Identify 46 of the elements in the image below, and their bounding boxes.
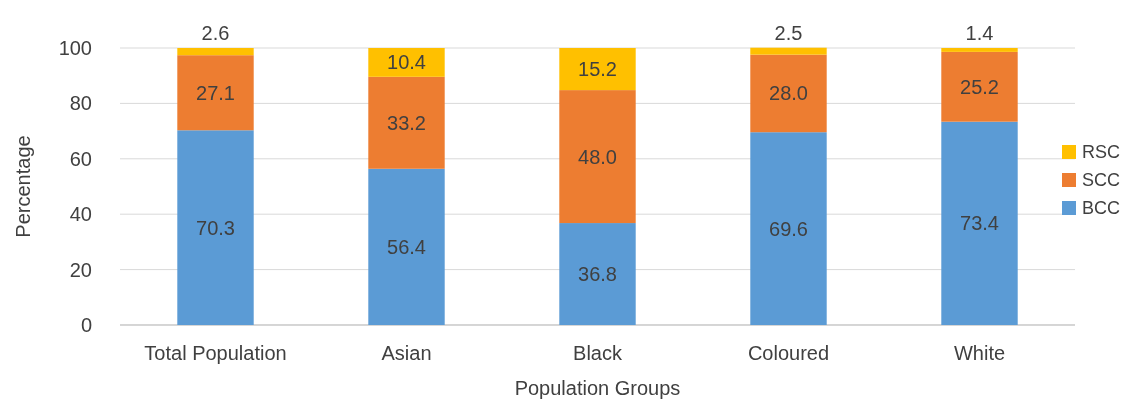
bar bbox=[177, 55, 254, 131]
data-label: 70.3 bbox=[196, 216, 235, 239]
data-label: 48.0 bbox=[578, 145, 617, 168]
data-label: 28.0 bbox=[769, 82, 808, 105]
data-label: 69.6 bbox=[769, 217, 808, 240]
x-axis-title: Population Groups bbox=[514, 377, 681, 399]
y-tick-label: 60 bbox=[69, 147, 92, 170]
bar bbox=[368, 168, 445, 325]
bar bbox=[750, 132, 827, 325]
data-label: 1.4 bbox=[965, 22, 994, 44]
data-label: 10.4 bbox=[387, 51, 426, 74]
data-label: 73.4 bbox=[960, 212, 999, 235]
x-tick-label: Black bbox=[573, 342, 623, 364]
bar bbox=[750, 47, 827, 55]
x-tick-label: Coloured bbox=[747, 342, 830, 364]
bar bbox=[177, 130, 254, 325]
bar bbox=[177, 48, 254, 56]
legend-label: BCC bbox=[1082, 198, 1121, 219]
y-tick-label: 0 bbox=[80, 314, 92, 336]
data-label: 2.6 bbox=[201, 22, 230, 44]
x-tick-label: Total Population bbox=[144, 342, 287, 364]
bar bbox=[368, 48, 445, 77]
bar bbox=[750, 54, 827, 133]
data-label: 2.5 bbox=[774, 21, 803, 44]
x-tick-label: White bbox=[953, 342, 1006, 364]
data-label: 25.2 bbox=[960, 75, 999, 98]
bar bbox=[368, 76, 445, 169]
bar bbox=[941, 51, 1018, 122]
legend-label: SCC bbox=[1082, 170, 1121, 191]
data-label: 56.4 bbox=[387, 235, 426, 258]
y-tick-label: 80 bbox=[69, 92, 92, 115]
legend-label: RSC bbox=[1082, 142, 1121, 163]
bar bbox=[941, 121, 1018, 325]
y-tick-label: 20 bbox=[69, 258, 92, 281]
bar bbox=[559, 90, 636, 224]
y-axis-title: Percentage bbox=[12, 135, 34, 238]
y-tick-label: 40 bbox=[69, 203, 92, 226]
bar bbox=[559, 223, 636, 325]
x-tick-label: Asian bbox=[381, 342, 432, 364]
data-label: 36.8 bbox=[578, 263, 617, 286]
bar bbox=[941, 48, 1018, 52]
y-tick-label: 100 bbox=[58, 37, 92, 59]
data-label: 27.1 bbox=[196, 81, 235, 104]
data-label: 33.2 bbox=[387, 111, 426, 134]
data-label: 15.2 bbox=[578, 58, 617, 81]
bar bbox=[559, 48, 636, 91]
